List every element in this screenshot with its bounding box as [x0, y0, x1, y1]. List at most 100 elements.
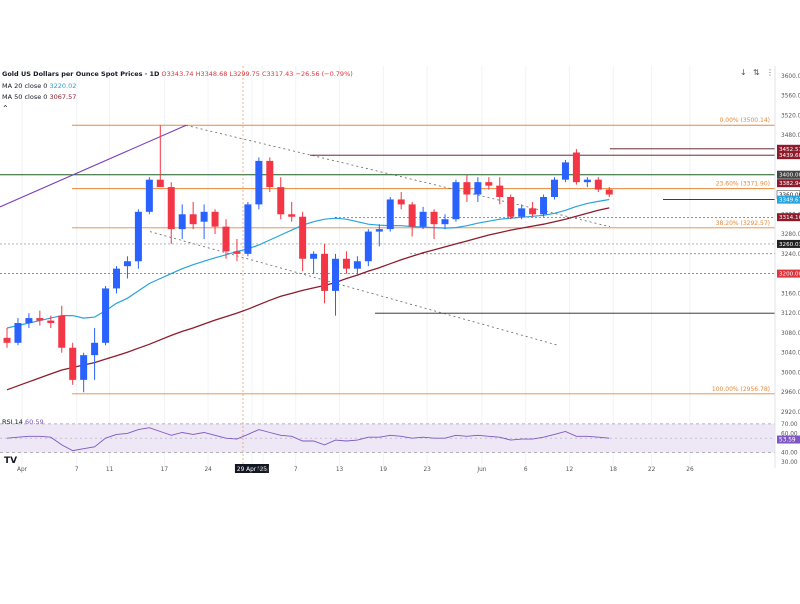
ma20-value: 3220.02	[49, 82, 77, 90]
candle-31	[342, 251, 350, 274]
candle-52	[572, 149, 580, 185]
candle-28	[310, 251, 318, 274]
candle-34	[375, 224, 383, 247]
candle-6	[69, 342, 77, 385]
price-tag-bg-2	[777, 170, 800, 179]
y-tick-17: 2920.00	[781, 410, 800, 416]
candle-body-6	[69, 347, 77, 380]
ma50-label: MA 50 close 0	[2, 93, 48, 101]
ma20-legend[interactable]: MA 20 close 0 3220.02	[2, 82, 76, 90]
candle-body-41	[452, 182, 460, 220]
fib-label-3: 100.00% (2956.78)	[712, 386, 770, 393]
candle-body-27	[299, 216, 307, 259]
tradingview-logo-icon: TV	[4, 456, 17, 466]
candle-body-2	[25, 318, 33, 324]
fib-label-0: 0.00% (3500.14)	[720, 117, 770, 124]
rsi-legend[interactable]: RSI 14 60.59	[2, 418, 44, 426]
candle-51	[561, 159, 569, 183]
candle-47	[518, 204, 526, 220]
x-tick-3: 17	[161, 467, 169, 473]
candle-body-54	[594, 179, 602, 190]
candle-body-24	[266, 160, 274, 188]
ma50-value: 3067.57	[49, 93, 77, 101]
ohlc-readout: O3343.74 H3348.68 L3299.75 C3317.43 −26.…	[161, 70, 353, 78]
candle-body-12	[134, 211, 142, 262]
rsi-tick-1: 60.00	[781, 431, 798, 437]
candle-body-20	[222, 226, 230, 252]
candle-body-29	[321, 253, 329, 291]
candle-11	[123, 256, 131, 279]
candle-18	[200, 204, 208, 239]
x-tick-4: 24	[204, 467, 212, 473]
y-tick-0: 3600.00	[781, 74, 800, 80]
candle-43	[474, 177, 482, 202]
candle-49	[540, 194, 548, 217]
candle-5	[58, 305, 66, 353]
price-tag-5: 3349.67	[779, 198, 800, 204]
candle-body-26	[288, 214, 296, 217]
compare-icon[interactable]: ⇅	[753, 68, 760, 77]
candle-body-55	[605, 189, 613, 195]
price-tag-bg-7	[777, 239, 800, 248]
candle-21	[233, 239, 241, 262]
candle-body-42	[463, 182, 471, 195]
x-tick-15: 22	[648, 467, 656, 473]
candle-48	[529, 201, 537, 217]
candle-46	[507, 194, 515, 220]
y-tick-11: 3160.00	[781, 291, 800, 297]
rsi-value: 60.59	[24, 418, 44, 426]
candle-42	[463, 174, 471, 202]
candle-body-35	[386, 199, 394, 230]
y-tick-13: 3080.00	[781, 331, 800, 337]
price-tag-bg-8	[777, 269, 800, 278]
candle-body-15	[167, 187, 175, 230]
candle-body-45	[496, 185, 504, 197]
y-tick-9: 3240.00	[781, 252, 800, 258]
price-tag-3: 3382.94	[779, 181, 800, 187]
rsi-value-tag	[777, 435, 800, 444]
rsi-label: RSI 14	[2, 418, 23, 426]
candle-32	[353, 256, 361, 277]
candle-body-31	[342, 258, 350, 269]
candle-0	[3, 327, 11, 348]
y-tick-3: 3480.00	[781, 133, 800, 139]
ma50-legend[interactable]: MA 50 close 0 3067.57	[2, 93, 76, 101]
candle-27	[299, 211, 307, 272]
candle-body-39	[430, 211, 438, 225]
arrow-down-icon[interactable]: ↓	[740, 68, 747, 77]
candle-body-25	[277, 187, 285, 215]
x-tick-8: 13	[336, 467, 344, 473]
candle-body-9	[102, 288, 110, 343]
collapse-legend-chevron-icon[interactable]: ⌃	[2, 104, 9, 113]
candle-body-0	[3, 337, 11, 343]
candle-55	[605, 187, 613, 197]
candle-4	[47, 315, 55, 328]
candle-15	[167, 182, 175, 244]
price-tag-bg-1	[777, 151, 800, 160]
candle-body-21	[233, 251, 241, 254]
candle-41	[452, 179, 460, 222]
candle-body-23	[255, 160, 263, 205]
candle-30	[332, 253, 339, 316]
rsi-line	[6, 427, 610, 452]
y-tick-12: 3120.00	[781, 311, 800, 317]
x-tick-0: Apr	[17, 467, 28, 473]
fib-label-2: 38.20% (3292.57)	[716, 220, 770, 227]
candle-body-33	[364, 231, 372, 262]
candle-body-43	[474, 182, 482, 195]
candle-body-10	[113, 268, 120, 289]
price-tag-6: 3314.16	[779, 215, 800, 221]
price-tag-2: 3400.00	[779, 173, 800, 179]
price-tag-0: 3452.51	[779, 147, 800, 153]
more-options-icon[interactable]: ⋮	[766, 68, 774, 77]
price-tag-4: 3360.00	[779, 193, 800, 199]
candle-body-36	[397, 199, 405, 205]
rsi-tick-3: 40.00	[781, 450, 798, 456]
candle-17	[189, 201, 197, 230]
y-tick-15: 3000.00	[781, 370, 800, 376]
x-tick-10: 23	[423, 467, 431, 473]
candle-body-47	[518, 208, 526, 217]
rsi-tick-2: 53.59	[779, 438, 796, 444]
